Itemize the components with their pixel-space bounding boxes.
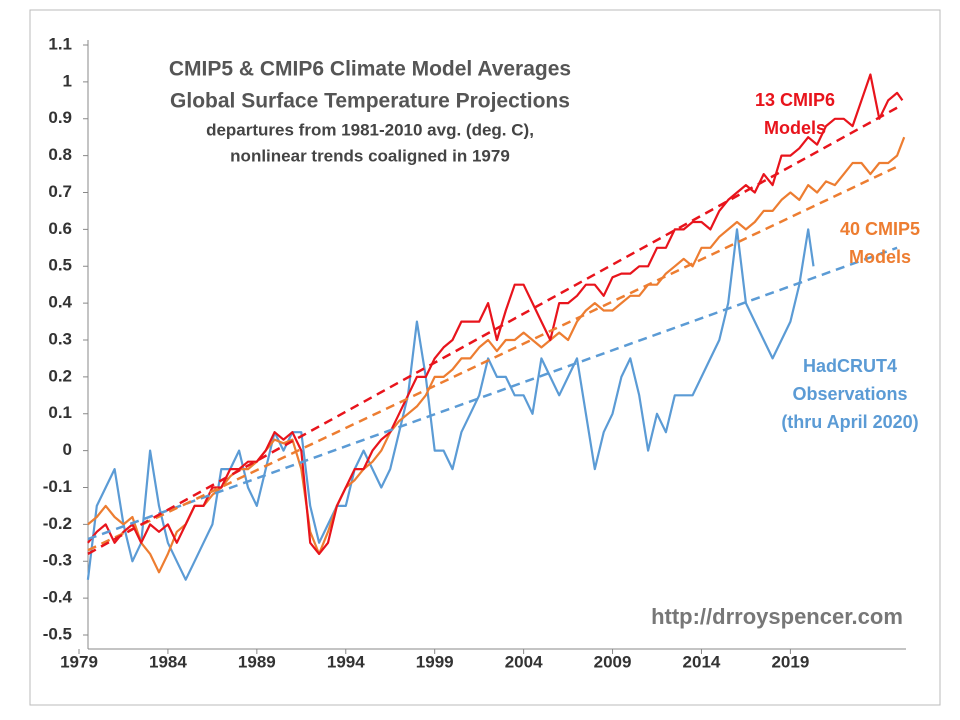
y-tick-label: -0.1 xyxy=(43,477,72,496)
x-tick-label: 1989 xyxy=(238,652,276,671)
trend-line xyxy=(87,106,898,555)
labels: CMIP5 & CMIP6 Climate Model Averages Glo… xyxy=(169,58,920,629)
y-tick-label: 0 xyxy=(63,440,72,459)
y-tick-label: 0.6 xyxy=(48,219,72,238)
y-tick-label: 1.1 xyxy=(48,34,72,53)
y-tick-label: 0.5 xyxy=(48,256,72,275)
series-label: HadCRUT4 xyxy=(803,356,897,376)
y-tick-label: 0.7 xyxy=(48,182,72,201)
x-tick-label: 2014 xyxy=(683,652,721,671)
x-tick-label: 2004 xyxy=(505,652,543,671)
x-tick-label: 2009 xyxy=(594,652,632,671)
x-tick-label: 1979 xyxy=(60,652,98,671)
chart-title: Global Surface Temperature Projections xyxy=(170,90,570,113)
series-label: 13 CMIP6 xyxy=(755,90,835,110)
series-line xyxy=(87,73,904,555)
source: http://drroyspencer.com xyxy=(651,604,903,629)
chart-subtitle: departures from 1981-2010 avg. (deg. C), xyxy=(206,120,534,139)
series-line xyxy=(87,136,906,574)
series-line xyxy=(86,228,815,581)
y-tick-label: 0.8 xyxy=(48,145,72,164)
chart-frame xyxy=(29,9,941,706)
x-tick-label: 1984 xyxy=(149,652,187,671)
series-label: Models xyxy=(764,118,826,138)
series-label: (thru April 2020) xyxy=(781,412,918,432)
y-tick-label: -0.5 xyxy=(43,624,72,643)
series-label: Models xyxy=(849,247,911,267)
trend-line xyxy=(87,246,898,541)
y-tick-label: 1 xyxy=(63,71,72,90)
y-tick-label: 0.4 xyxy=(48,293,72,312)
x-tick-label: 2019 xyxy=(771,652,809,671)
series-label: 40 CMIP5 xyxy=(840,219,920,239)
y-tick-label: 0.3 xyxy=(48,329,72,348)
y-tick-label: 0.9 xyxy=(48,108,72,127)
y-tick-label: -0.4 xyxy=(43,588,73,607)
y-tick-label: -0.2 xyxy=(43,514,72,533)
y-tick-label: 0.1 xyxy=(48,403,72,422)
y-tick-label: 0.2 xyxy=(48,366,72,385)
y-tick-label: -0.3 xyxy=(43,551,72,570)
plot: 1.1 1 0.9 0.8 0.7 0.6 0.5 0.4 0.3 0.2 0.1 0 -0.1 -0.2… xyxy=(43,34,906,671)
x-tick-label: 1994 xyxy=(327,652,365,671)
chart-subtitle: nonlinear trends coaligned in 1979 xyxy=(230,146,510,165)
series-label: Observations xyxy=(792,384,907,404)
chart-title: CMIP5 & CMIP6 Climate Model Averages xyxy=(169,58,571,81)
x-tick-label: 1999 xyxy=(416,652,454,671)
